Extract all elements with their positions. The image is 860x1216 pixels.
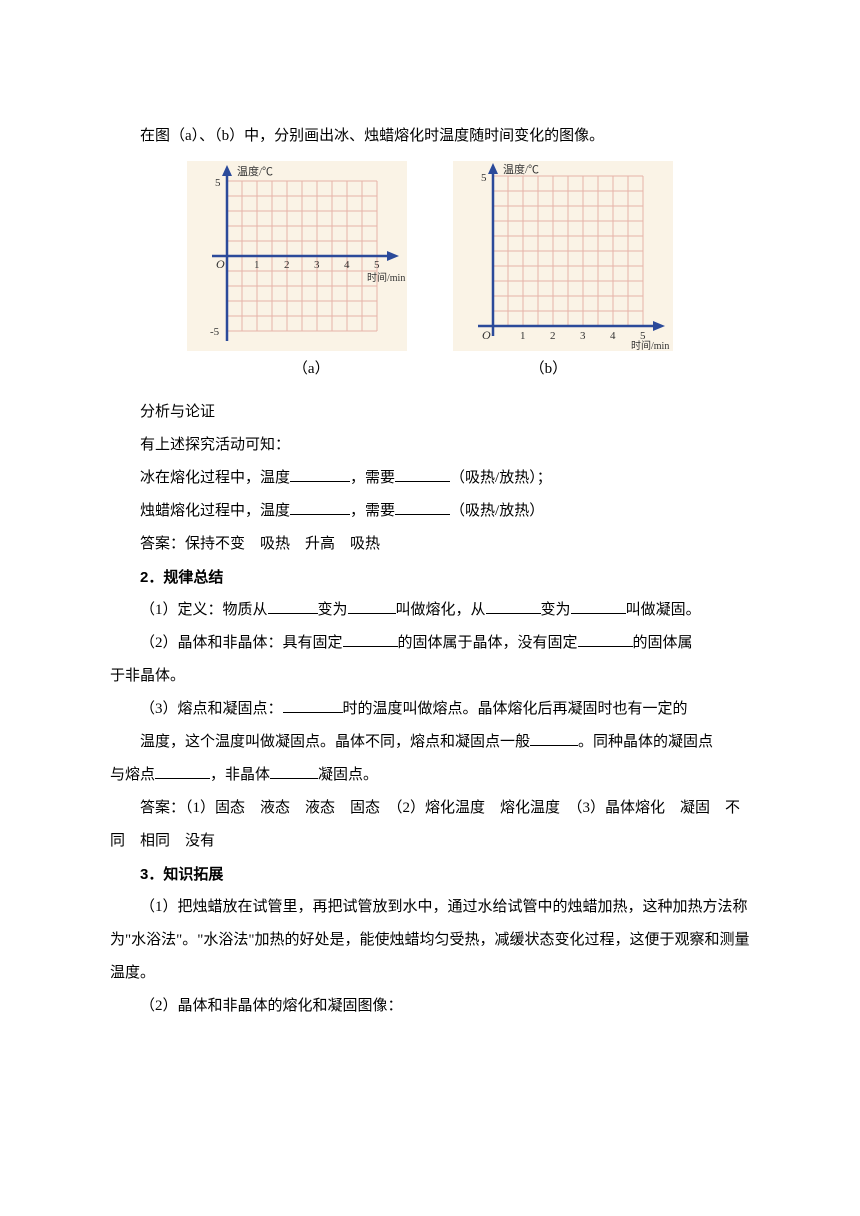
definition-question: （1）定义：物质从变为叫做熔化，从变为叫做凝固。 — [110, 594, 750, 627]
chart-a: 温度/℃ 5 -5 O 1 2 3 4 5 时间/min — [187, 161, 407, 351]
melting-point-cont: 温度，这个温度叫做凝固点。晶体不同，熔点和凝固点一般。同种晶体的凝固点 — [110, 726, 750, 759]
chart-captions: （a） （b） — [110, 353, 750, 386]
blank — [348, 598, 396, 615]
svg-text:2: 2 — [284, 259, 290, 271]
svg-text:4: 4 — [610, 330, 616, 342]
svg-text:1: 1 — [254, 259, 260, 271]
charts-container: 温度/℃ 5 -5 O 1 2 3 4 5 时间/min 温度/℃ 5 O 1 — [110, 161, 750, 351]
blank — [486, 598, 541, 615]
ice-question: 冰在熔化过程中，温度，需要（吸热/放热）； — [110, 462, 750, 495]
chart-a-ylabel: 温度/℃ — [237, 164, 273, 178]
svg-text:3: 3 — [580, 330, 586, 342]
blank — [270, 763, 318, 780]
chart-a-block: 温度/℃ 5 -5 O 1 2 3 4 5 时间/min — [187, 161, 407, 351]
chart-b: 温度/℃ 5 O 1 2 3 4 5 时间/min — [453, 161, 673, 351]
intro-text: 在图（a）、（b）中，分别画出冰、烛蜡熔化时温度随时间变化的图像。 — [110, 120, 750, 153]
svg-text:5: 5 — [374, 259, 380, 271]
wax-question: 烛蜡熔化过程中，温度，需要（吸热/放热） — [110, 495, 750, 528]
blank — [571, 598, 626, 615]
water-bath-text: （1）把烛蜡放在试管里，再把试管放到水中，通过水给试管中的烛蜡加热，这种加热方法… — [110, 891, 750, 990]
section3-title: 3．知识拓展 — [110, 858, 750, 891]
chart-b-ylabel: 温度/℃ — [503, 162, 539, 176]
blank — [395, 499, 450, 516]
crystal-question: （2）晶体和非晶体：具有固定的固体属于晶体，没有固定的固体属 — [110, 627, 750, 660]
chart-b-xlabel: 时间/min — [631, 339, 669, 351]
blank — [395, 466, 450, 483]
chart-a-caption: （a） — [293, 353, 330, 386]
chart-b-block: 温度/℃ 5 O 1 2 3 4 5 时间/min — [453, 161, 673, 351]
svg-text:5: 5 — [481, 172, 487, 184]
svg-text:5: 5 — [215, 177, 221, 189]
crystal-question-cont: 于非晶体。 — [110, 660, 750, 693]
blank — [155, 763, 210, 780]
svg-text:O: O — [482, 328, 491, 342]
blank — [343, 631, 398, 648]
svg-text:O: O — [216, 257, 225, 271]
melting-point-question: （3）熔点和凝固点：时的温度叫做熔点。晶体熔化后再凝固时也有一定的 — [110, 693, 750, 726]
melting-point-cont2: 与熔点，非晶体凝固点。 — [110, 759, 750, 792]
analysis-heading: 分析与论证 — [110, 396, 750, 429]
svg-text:2: 2 — [550, 330, 556, 342]
analysis-intro: 有上述探究活动可知： — [110, 429, 750, 462]
blank — [268, 598, 318, 615]
chart-a-xlabel: 时间/min — [367, 271, 405, 284]
blank — [290, 499, 350, 516]
chart-b-caption: （b） — [530, 353, 568, 386]
svg-text:1: 1 — [520, 330, 526, 342]
section1-answer: 答案：保持不变 吸热 升高 吸热 — [110, 528, 750, 561]
blank — [530, 730, 578, 747]
svg-text:-5: -5 — [210, 326, 220, 338]
section2-title: 2．规律总结 — [110, 561, 750, 594]
blank — [290, 466, 350, 483]
blank — [283, 697, 343, 714]
crystal-graph-intro: （2）晶体和非晶体的熔化和凝固图像： — [110, 990, 750, 1023]
blank — [578, 631, 633, 648]
svg-text:3: 3 — [314, 259, 320, 271]
svg-text:4: 4 — [344, 259, 350, 271]
section2-answer: 答案：（1）固态 液态 液态 固态 （2）熔化温度 熔化温度 （3）晶体熔化 凝… — [110, 792, 750, 858]
